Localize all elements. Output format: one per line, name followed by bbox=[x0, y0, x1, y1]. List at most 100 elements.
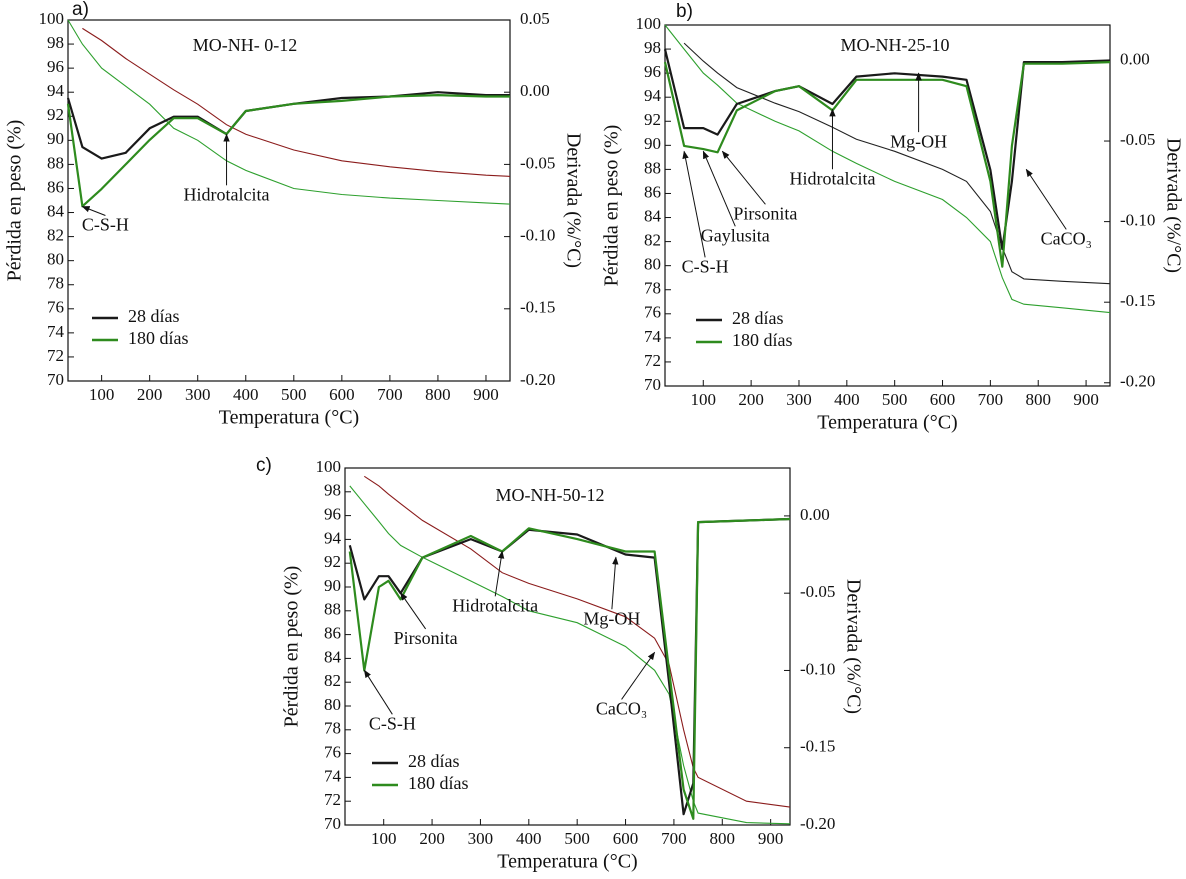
y-tick-label: 94 bbox=[47, 81, 65, 100]
annotation-arrow bbox=[400, 592, 427, 630]
y-tick-label: 84 bbox=[324, 647, 342, 666]
annotation: C-S-H bbox=[369, 713, 416, 733]
y2-tick-label: -0.15 bbox=[520, 298, 555, 317]
x-axis-label: Temperatura (°C) bbox=[219, 407, 359, 429]
annotation: C-S-H bbox=[682, 256, 729, 276]
y2-axis-label: Derivada (%/°C) bbox=[562, 133, 584, 268]
x-tick-label: 800 bbox=[425, 385, 451, 404]
x-tick-label: 500 bbox=[281, 385, 307, 404]
annotation: C-S-H bbox=[82, 215, 129, 235]
y-tick-label: 76 bbox=[324, 743, 341, 762]
x-tick-label: 400 bbox=[516, 829, 542, 848]
derivative-line bbox=[663, 61, 1111, 268]
legend-label: 180 días bbox=[128, 328, 189, 348]
y-tick-label: 100 bbox=[636, 14, 662, 33]
x-tick-label: 600 bbox=[930, 390, 956, 409]
y-tick-label: 94 bbox=[644, 86, 662, 105]
y-tick-label: 82 bbox=[644, 231, 661, 250]
y-tick-label: 82 bbox=[324, 671, 341, 690]
y2-tick-label: -0.15 bbox=[1120, 291, 1155, 310]
annotation-arrow bbox=[702, 150, 736, 227]
x-tick-label: 800 bbox=[1025, 390, 1051, 409]
legend-label: 28 días bbox=[732, 308, 784, 328]
x-tick-label: 100 bbox=[371, 829, 397, 848]
y-tick-label: 76 bbox=[644, 303, 661, 322]
x-tick-label: 700 bbox=[978, 390, 1004, 409]
y-tick-label: 74 bbox=[47, 322, 65, 341]
x-tick-label: 500 bbox=[882, 390, 908, 409]
annotation: Hidrotalcita bbox=[184, 184, 270, 204]
y-tick-label: 70 bbox=[47, 370, 64, 389]
y-tick-label: 100 bbox=[39, 9, 65, 28]
chart-title: MO-NH-25-10 bbox=[841, 35, 950, 55]
chart-title: MO-NH- 0-12 bbox=[193, 35, 297, 55]
y-tick-label: 92 bbox=[644, 110, 661, 129]
x-tick-label: 200 bbox=[738, 390, 764, 409]
annotation: Mg-OH bbox=[583, 608, 640, 628]
annotation-arrow bbox=[494, 550, 505, 597]
x-tick-label: 800 bbox=[710, 829, 736, 848]
y-tick-label: 72 bbox=[47, 346, 64, 365]
x-axis-label: Temperatura (°C) bbox=[817, 412, 957, 434]
y2-tick-label: -0.20 bbox=[1120, 372, 1155, 391]
derivative-line bbox=[348, 517, 791, 820]
x-tick-label: 700 bbox=[377, 385, 403, 404]
y-tick-label: 92 bbox=[324, 552, 341, 571]
y-tick-label: 90 bbox=[324, 576, 341, 595]
y2-tick-label: 0.00 bbox=[520, 81, 550, 100]
y-tick-label: 70 bbox=[644, 375, 661, 394]
y-tick-label: 74 bbox=[644, 327, 662, 346]
y-tick-label: 92 bbox=[47, 105, 64, 124]
x-tick-label: 900 bbox=[758, 829, 784, 848]
annotation-arrow bbox=[621, 651, 656, 700]
y2-tick-label: -0.20 bbox=[520, 370, 555, 389]
x-tick-label: 200 bbox=[137, 385, 163, 404]
plot-frame bbox=[67, 19, 511, 382]
y-tick-label: 80 bbox=[47, 250, 64, 269]
y-tick-label: 84 bbox=[644, 206, 662, 225]
y-tick-label: 72 bbox=[644, 351, 661, 370]
legend-label: 180 días bbox=[732, 330, 793, 350]
y-tick-label: 84 bbox=[47, 201, 65, 220]
y2-tick-label: -0.15 bbox=[800, 737, 835, 756]
legend-label: 180 días bbox=[408, 773, 469, 793]
x-tick-label: 500 bbox=[564, 829, 590, 848]
weight-line bbox=[664, 24, 1111, 314]
x-tick-label: 600 bbox=[329, 385, 355, 404]
y-tick-label: 96 bbox=[47, 57, 64, 76]
x-tick-label: 100 bbox=[89, 385, 115, 404]
x-tick-label: 300 bbox=[786, 390, 812, 409]
y-tick-label: 96 bbox=[324, 505, 341, 524]
y-tick-label: 86 bbox=[644, 182, 661, 201]
y-tick-label: 88 bbox=[324, 600, 341, 619]
annotation: Hidrotalcita bbox=[452, 595, 538, 615]
y2-axis-label: Derivada (%/°C) bbox=[842, 579, 864, 714]
annotation: Gaylusita bbox=[701, 225, 770, 245]
x-tick-label: 400 bbox=[834, 390, 860, 409]
panel-label: a) bbox=[72, 0, 89, 20]
x-tick-label: 400 bbox=[233, 385, 259, 404]
y2-tick-label: -0.10 bbox=[1120, 211, 1155, 230]
annotation: Mg-OH bbox=[890, 131, 947, 151]
y-axis-label: Pérdida en peso (%) bbox=[281, 566, 303, 728]
x-tick-label: 600 bbox=[613, 829, 639, 848]
x-tick-label: 100 bbox=[691, 390, 717, 409]
y-axis-label: Pérdida en peso (%) bbox=[4, 120, 26, 282]
panel-label: b) bbox=[676, 1, 693, 22]
y-tick-label: 78 bbox=[47, 274, 64, 293]
x-tick-label: 900 bbox=[473, 385, 499, 404]
y-tick-label: 80 bbox=[644, 255, 661, 274]
x-tick-label: 300 bbox=[185, 385, 211, 404]
x-tick-label: 900 bbox=[1073, 390, 1099, 409]
y2-tick-label: -0.05 bbox=[800, 582, 835, 601]
annotation-arrow bbox=[682, 150, 706, 258]
annotation: Pirsonita bbox=[394, 628, 458, 648]
x-tick-label: 300 bbox=[468, 829, 494, 848]
chart-title: MO-NH-50-12 bbox=[496, 485, 605, 505]
annotation-arrow bbox=[611, 556, 619, 610]
plot-frame bbox=[344, 467, 791, 826]
derivative-line bbox=[663, 48, 1111, 251]
annotation: Hidrotalcita bbox=[789, 168, 875, 188]
